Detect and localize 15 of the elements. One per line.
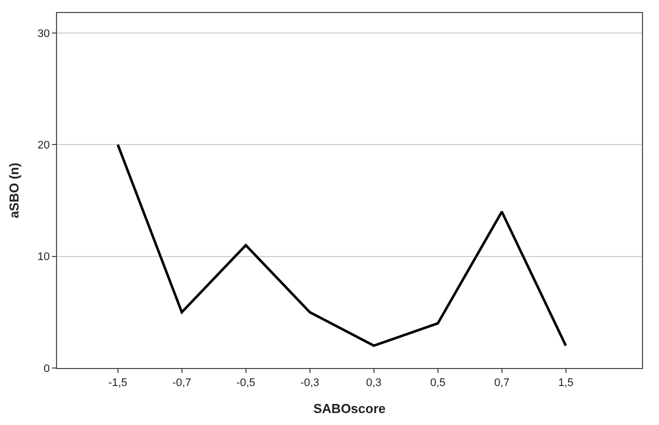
- x-tick-label: 0,5: [430, 377, 446, 390]
- y-tick-label: 30: [38, 28, 50, 40]
- x-tick-label: -0,5: [236, 377, 256, 390]
- x-tick-label: 0,7: [494, 377, 510, 390]
- x-tick-label: -0,3: [300, 377, 320, 390]
- x-tick-label: -0,7: [172, 377, 192, 390]
- line-series: [116, 143, 568, 347]
- x-tick-label: 1,5: [558, 377, 574, 390]
- y-axis-title: aSBO (n): [6, 162, 22, 218]
- y-tick-label: 10: [38, 251, 50, 264]
- y-tick-label: 20: [38, 140, 50, 152]
- y-tick-label: 0: [44, 362, 50, 375]
- x-tick-label: -1,5: [108, 377, 128, 390]
- x-tick-label: 0,3: [366, 377, 382, 390]
- x-axis-title: SABOscore: [313, 400, 386, 416]
